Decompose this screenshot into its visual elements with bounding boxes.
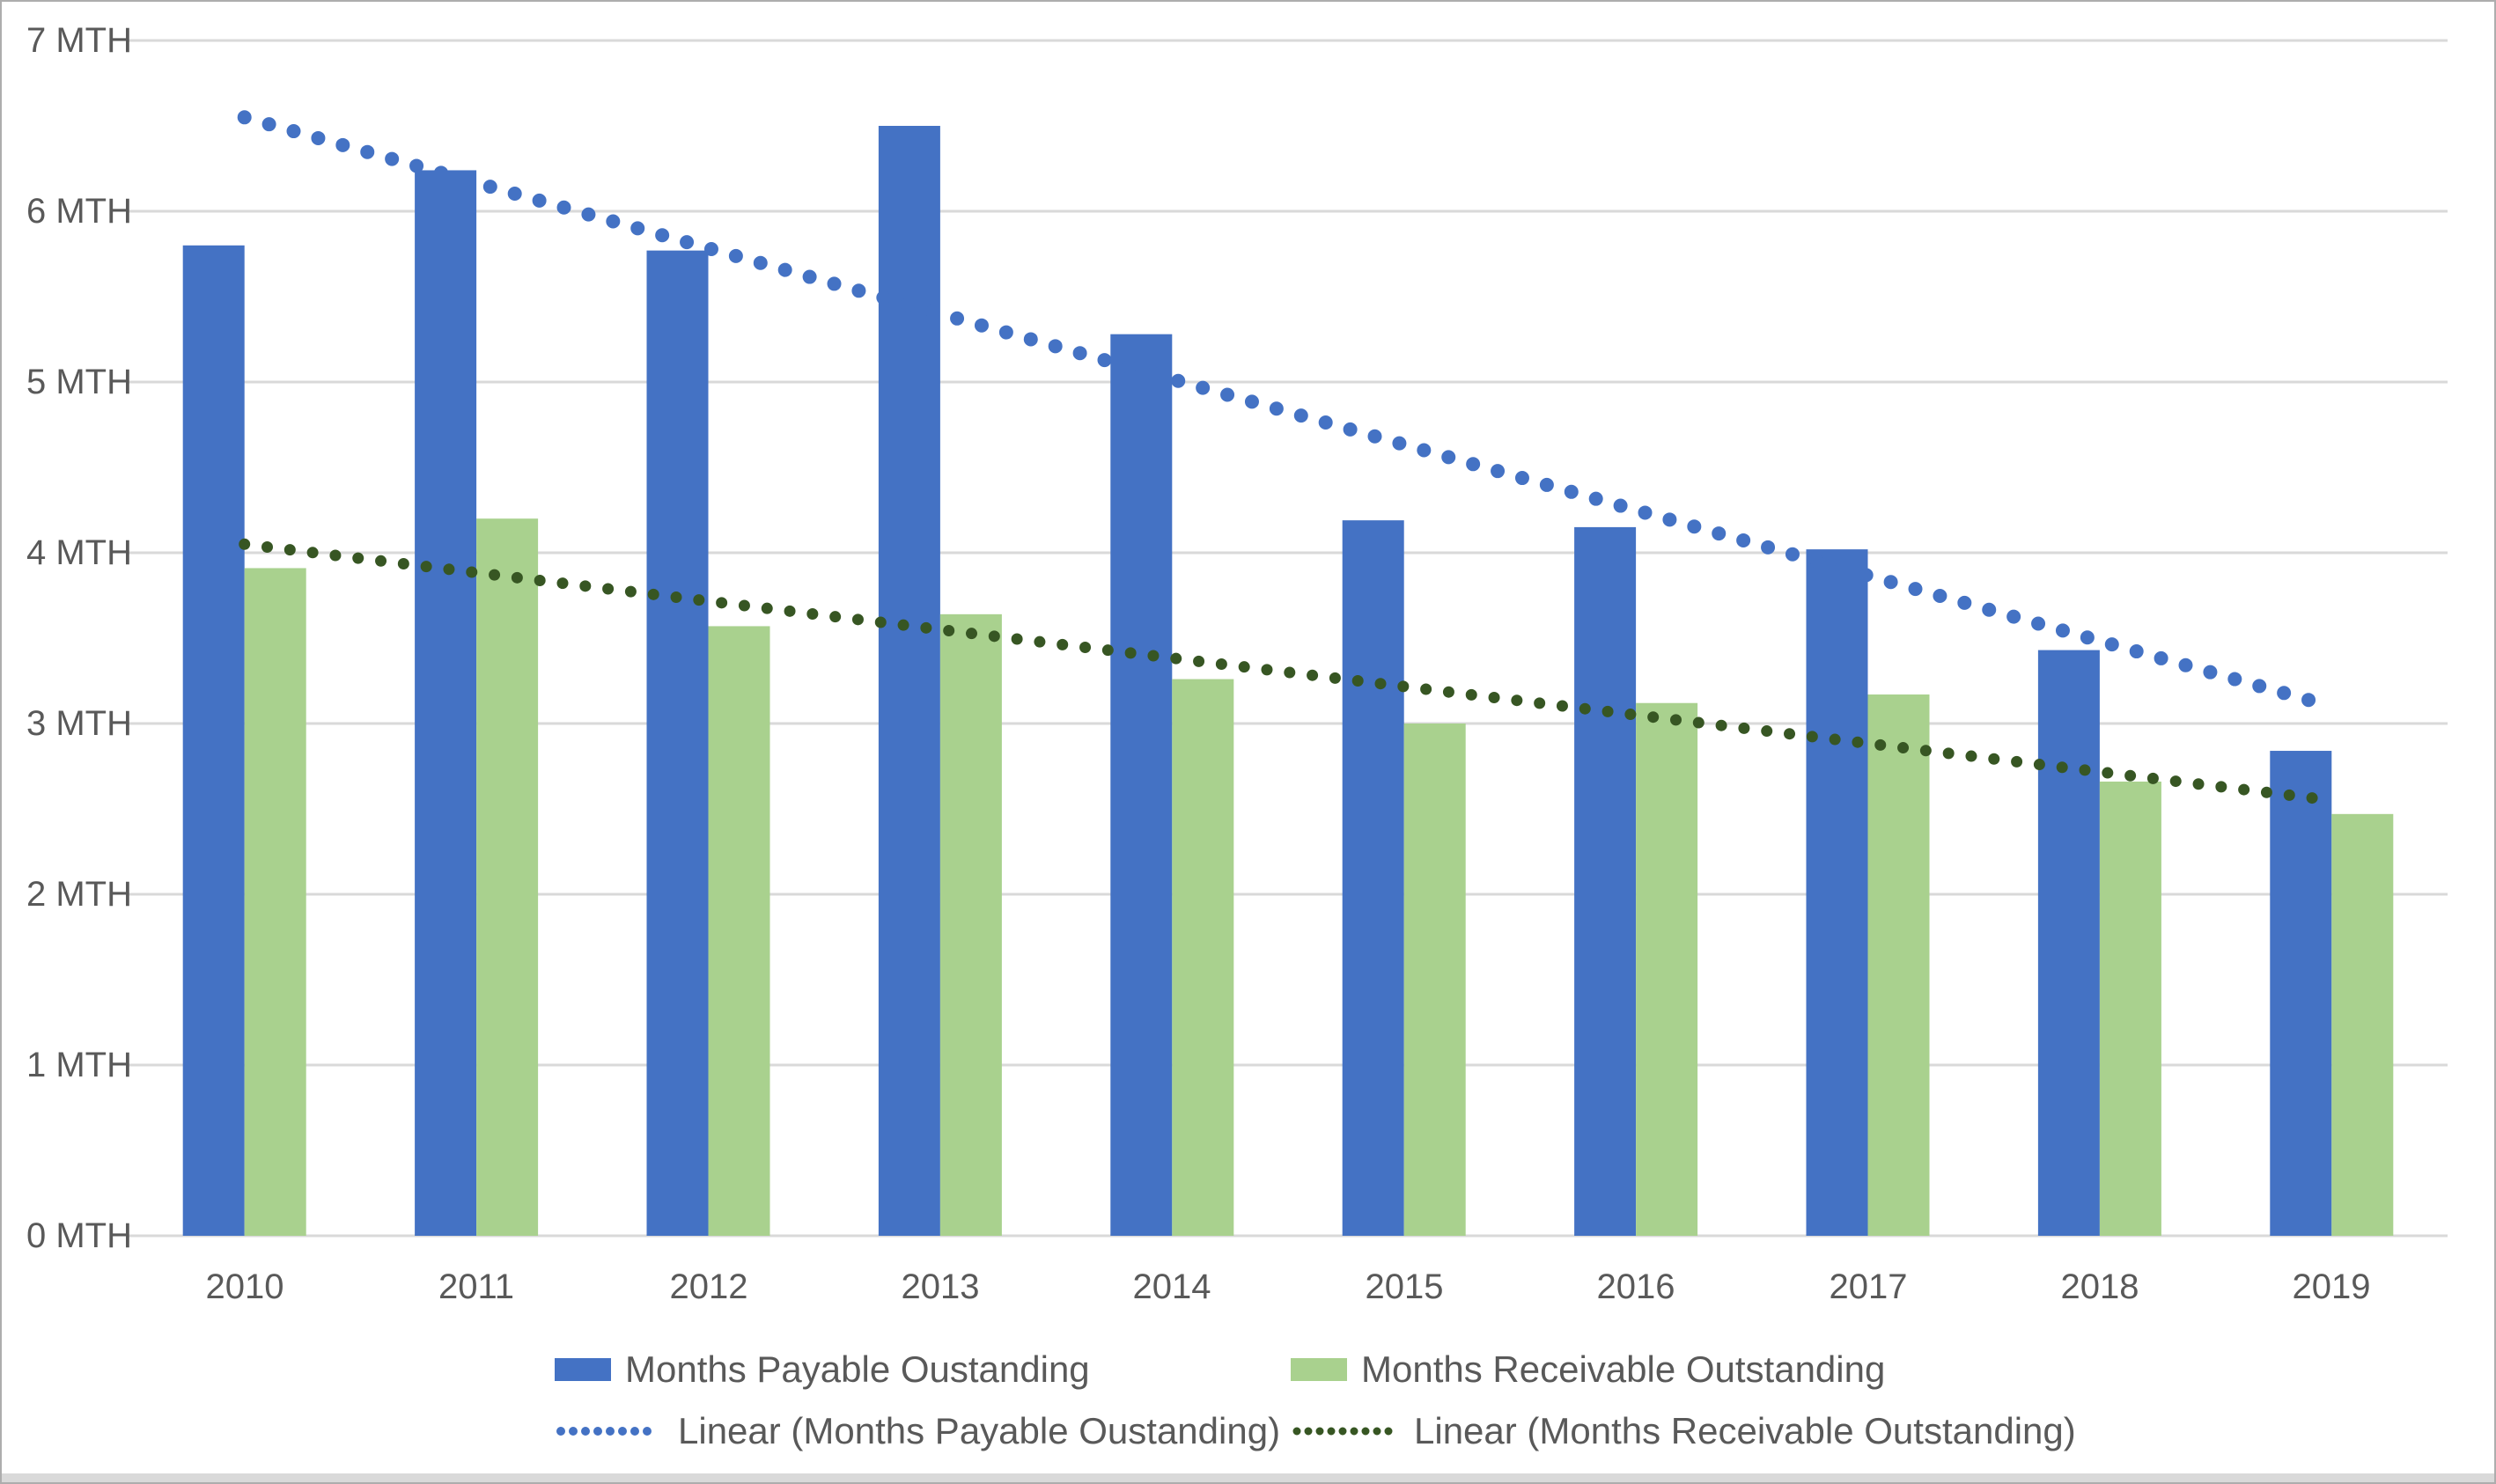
bar-receivable-2016 — [1636, 702, 1698, 1236]
bar-receivable-2017 — [1867, 694, 1930, 1236]
bar-payable-2012 — [646, 250, 709, 1236]
bar-receivable-2011 — [476, 518, 539, 1236]
bar-payable-2011 — [415, 170, 477, 1237]
bar-payable-2018 — [2037, 650, 2100, 1236]
x-tick-2019: 2019 — [2292, 1267, 2371, 1306]
legend-label-linear-payable: Linear (Months Payable Oustanding) — [678, 1410, 1281, 1451]
legend-item-linear-payable: Linear (Months Payable Oustanding) — [555, 1408, 1280, 1454]
bar-payable-2015 — [1342, 520, 1404, 1236]
x-tick-2015: 2015 — [1365, 1267, 1444, 1306]
bar-receivable-2012 — [708, 626, 770, 1236]
y-tick-2mth: 2 MTH — [26, 875, 132, 914]
x-tick-2012: 2012 — [669, 1267, 748, 1306]
legend-item-payable: Months Payable Oustanding — [555, 1347, 1090, 1392]
bar-payable-2010 — [182, 245, 245, 1236]
window-bottom-edge — [2, 1473, 2494, 1482]
y-tick-4mth: 4 MTH — [26, 533, 132, 572]
bar-payable-2017 — [1806, 549, 1868, 1236]
legend-label-linear-receivable: Linear (Months Receivable Outstanding) — [1414, 1410, 2076, 1451]
y-tick-7mth: 7 MTH — [26, 21, 132, 60]
bar-receivable-2015 — [1403, 724, 1466, 1236]
bar-receivable-2018 — [2099, 781, 2161, 1236]
bar-payable-2014 — [1110, 334, 1173, 1237]
bar-receivable-2014 — [1172, 679, 1234, 1236]
x-tick-2016: 2016 — [1596, 1267, 1675, 1306]
trendline-receivable — [239, 538, 2338, 806]
bar-receivable-2019 — [2331, 813, 2394, 1236]
legend-label-payable: Months Payable Oustanding — [625, 1348, 1090, 1390]
bar-receivable-2013 — [939, 613, 1002, 1236]
legend-item-linear-receivable: Linear (Months Receivable Outstanding) — [1291, 1408, 2076, 1454]
y-tick-0mth: 0 MTH — [26, 1216, 132, 1255]
x-tick-2010: 2010 — [205, 1267, 284, 1306]
y-tick-3mth: 3 MTH — [26, 704, 132, 743]
receivable-swatch — [1291, 1358, 1347, 1381]
y-tick-6mth: 6 MTH — [26, 192, 132, 231]
legend-label-receivable: Months Receivable Outstanding — [1361, 1348, 1886, 1390]
trendline-payable — [237, 110, 2339, 714]
x-tick-2017: 2017 — [1829, 1267, 1908, 1306]
y-tick-5mth: 5 MTH — [26, 363, 132, 401]
x-tick-2011: 2011 — [438, 1267, 514, 1306]
bar-receivable-2010 — [244, 568, 306, 1236]
x-tick-2013: 2013 — [901, 1267, 980, 1306]
x-tick-2018: 2018 — [2060, 1267, 2139, 1306]
linear-receivable-swatch — [1292, 1427, 1398, 1436]
bar-payable-2016 — [1574, 526, 1637, 1236]
bar-payable-2019 — [2270, 751, 2332, 1236]
payable-swatch — [555, 1358, 611, 1381]
x-tick-2014: 2014 — [1132, 1267, 1211, 1306]
legend-item-receivable: Months Receivable Outstanding — [1291, 1347, 1885, 1392]
y-tick-1mth: 1 MTH — [26, 1046, 132, 1084]
linear-payable-swatch — [556, 1427, 662, 1436]
